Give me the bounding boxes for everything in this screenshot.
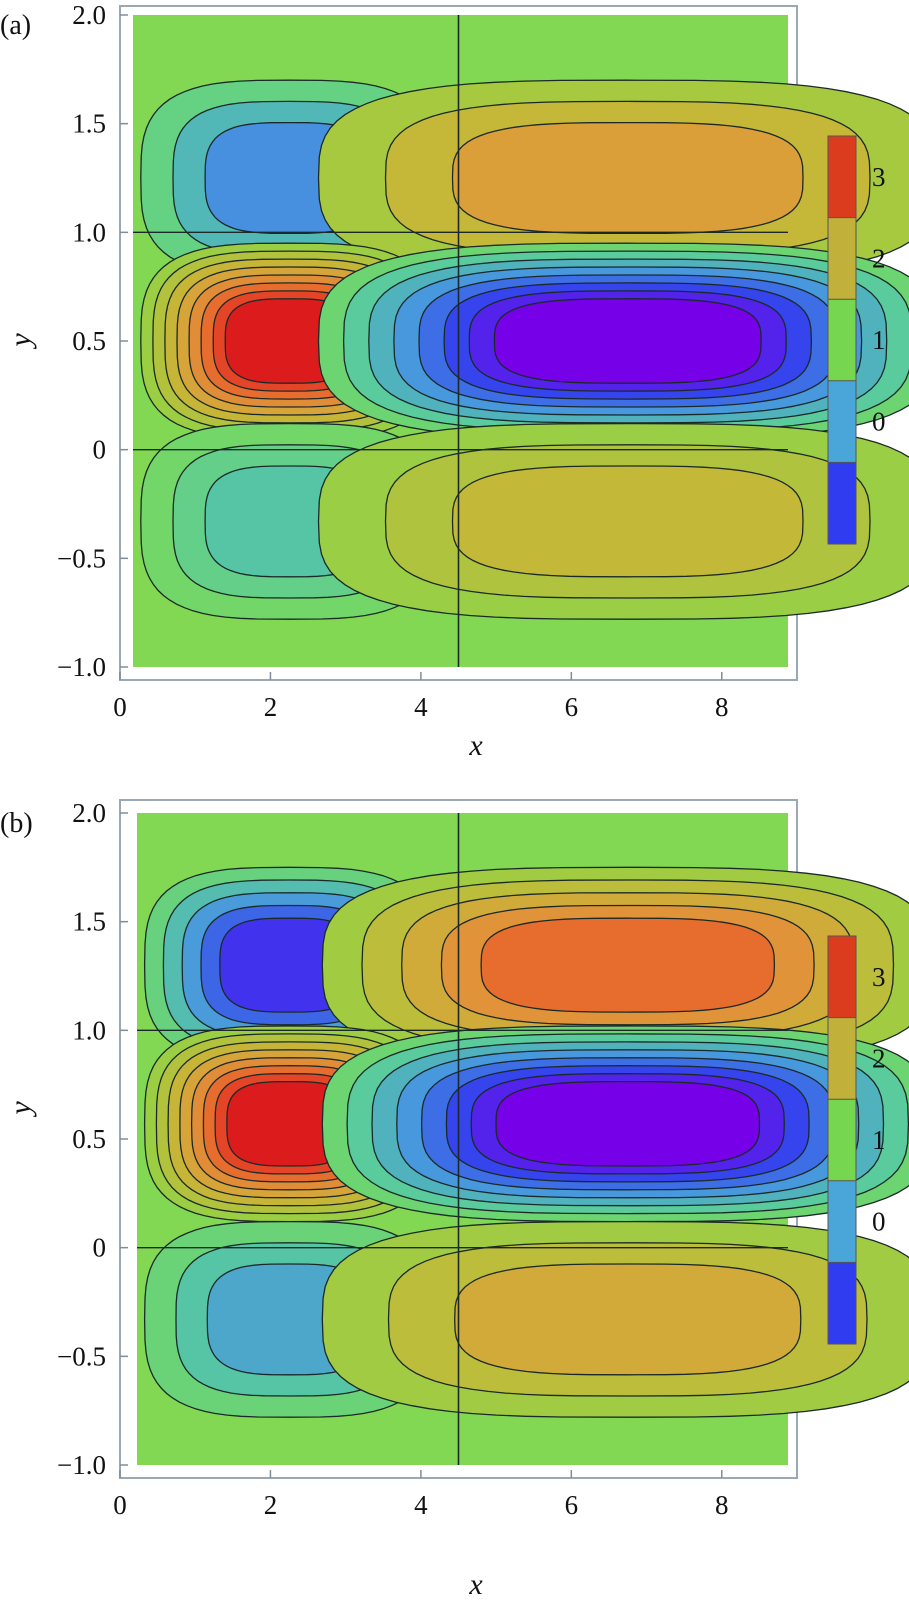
cell-lower-right [317, 422, 909, 620]
y-tick-label: −1.0 [57, 1450, 106, 1480]
cell-lower-right [321, 1220, 909, 1418]
x-tick-label: 2 [264, 1490, 278, 1520]
x-tick-label: 6 [565, 1490, 579, 1520]
x-tick-label: 6 [565, 692, 579, 722]
panel-a: 0 2 4 6 8 −1.0 −0.5 0 0.5 1.0 1.5 2.0 (a) x y 3 2 1 0 [0, 0, 909, 762]
x-tick-label: 4 [414, 1490, 428, 1520]
cell-upper-right [321, 866, 909, 1064]
colorbar-tick-label: 3 [872, 962, 886, 992]
cell-middle-right [317, 242, 909, 440]
x-axis-label: x [468, 1568, 483, 1600]
streamline [454, 1263, 802, 1376]
colorbar-segment [828, 1180, 856, 1263]
colorbar-segment [828, 1017, 856, 1100]
y-tick-label: 2.0 [72, 798, 106, 828]
y-tick-label: 1.5 [72, 907, 106, 937]
panel-label: (b) [0, 808, 33, 839]
colorbar-tick-label: 0 [872, 1207, 886, 1237]
streamline [495, 1080, 761, 1167]
y-axis-label: y [4, 333, 37, 350]
y-tick-label: −1.0 [57, 652, 106, 682]
colorbar-tick-label: 0 [872, 407, 886, 437]
y-tick-label: 0.5 [72, 1124, 106, 1154]
x-tick-label: 2 [264, 692, 278, 722]
x-tick-label: 0 [113, 692, 127, 722]
y-tick-label: 0 [93, 1233, 107, 1263]
x-axis-label: x [468, 729, 483, 762]
colorbar: 3 2 1 0 [827, 935, 886, 1345]
colorbar-segment [828, 380, 856, 463]
panel-b: 0 2 4 6 8 −1.0 −0.5 0 0.5 1.0 1.5 2.0 (b) x y 3 2 1 0 [0, 798, 909, 1600]
streamline [493, 298, 762, 384]
y-tick-label: −0.5 [57, 1341, 106, 1371]
colorbar-tick-label: 1 [872, 325, 886, 355]
x-tick-label: 8 [715, 692, 729, 722]
y-tick-label: 1.0 [72, 1015, 106, 1045]
colorbar-segment [828, 299, 856, 381]
colorbar-frame [827, 135, 857, 545]
x-tick-label: 8 [715, 1490, 729, 1520]
streamline [451, 121, 804, 235]
y-tick-label: 0.5 [72, 326, 106, 356]
x-tick-label: 0 [113, 1490, 127, 1520]
colorbar-segment [828, 1099, 856, 1181]
y-tick-label: 1.0 [72, 217, 106, 247]
colorbar-segment [828, 936, 856, 1018]
colorbar-tick-label: 1 [872, 1125, 886, 1155]
cell-upper-right [317, 79, 909, 277]
colorbar-tick-label: 2 [872, 1043, 886, 1073]
colorbar: 3 2 1 0 [827, 135, 886, 545]
colorbar-segment [828, 1262, 856, 1344]
streamline [480, 917, 776, 1013]
colorbar-segment [828, 217, 856, 300]
y-tick-label: 2.0 [72, 0, 106, 30]
colorbar-tick-label: 2 [872, 243, 886, 273]
y-axis-label: y [4, 1101, 37, 1118]
x-tick-label: 4 [414, 692, 428, 722]
colorbar-tick-label: 3 [872, 162, 886, 192]
streamline [451, 465, 804, 578]
y-tick-label: −0.5 [57, 543, 106, 573]
colorbar-frame [827, 935, 857, 1345]
colorbar-segment [828, 136, 856, 218]
panel-label: (a) [0, 10, 31, 41]
y-tick-label: 0 [93, 435, 107, 465]
colorbar-segment [828, 462, 856, 544]
cell-middle-right [321, 1025, 909, 1223]
y-tick-label: 1.5 [72, 109, 106, 139]
